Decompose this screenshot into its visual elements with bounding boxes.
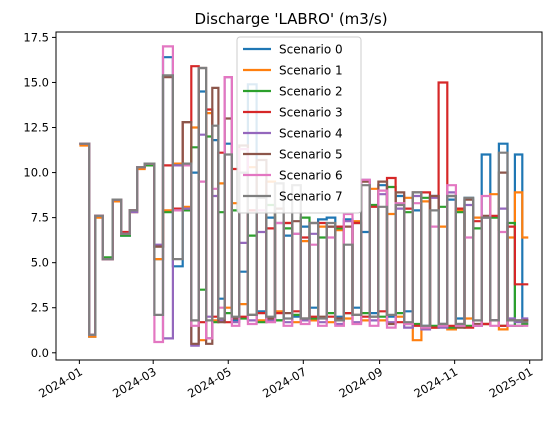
legend: Scenario 0 Scenario 1 Scenario 2 Scenario 3…	[236, 36, 362, 214]
legend-label: Scenario 2	[279, 85, 343, 99]
legend-label: Scenario 6	[279, 169, 343, 183]
y-tick-label: 7.5	[31, 211, 49, 225]
y-tick-label: 10.0	[23, 166, 49, 180]
legend-label: Scenario 7	[279, 190, 343, 204]
y-tick-label: 12.5	[23, 121, 49, 135]
chart-title: Discharge 'LABRO' (m3/s)	[194, 10, 387, 28]
legend-label: Scenario 1	[279, 64, 343, 78]
legend-label: Scenario 0	[279, 43, 343, 57]
y-tick-label: 2.5	[31, 301, 49, 315]
legend-label: Scenario 4	[279, 127, 343, 141]
legend-box	[236, 36, 362, 214]
y-tick-label: 5.0	[31, 256, 49, 270]
series-layer	[79, 45, 529, 347]
y-tick-label: 15.0	[23, 75, 49, 89]
y-axis: 0.0 2.5 5.0 7.5 10.0 12.5 15.0 17.5	[23, 30, 56, 360]
legend-label: Scenario 3	[279, 106, 343, 120]
y-tick-label: 17.5	[23, 30, 49, 44]
legend-label: Scenario 5	[279, 148, 343, 162]
axes-frame	[55, 31, 543, 361]
y-tick-label: 0.0	[31, 346, 49, 360]
